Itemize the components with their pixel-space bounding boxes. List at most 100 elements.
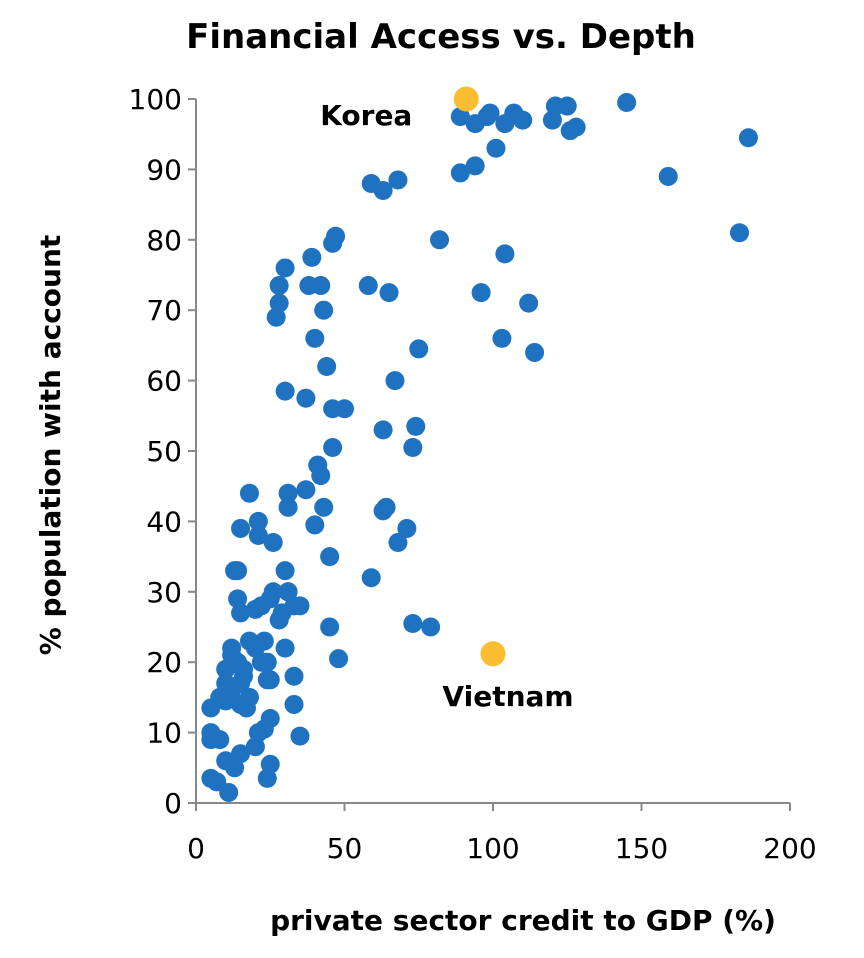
data-point [216, 673, 236, 693]
y-tick-label: 60 [146, 365, 182, 398]
x-tick-label: 50 [327, 832, 363, 865]
data-point [486, 138, 506, 158]
data-point [290, 596, 310, 616]
y-tick-label: 90 [146, 153, 182, 186]
data-point [323, 437, 343, 457]
data-points [201, 93, 758, 802]
y-tick-label: 10 [146, 717, 182, 750]
data-point [326, 226, 346, 246]
y-tick-label: 50 [146, 435, 182, 468]
data-point [320, 617, 340, 637]
data-point [317, 357, 337, 377]
data-point [302, 247, 322, 267]
y-tick-label: 20 [146, 646, 182, 679]
data-point [385, 371, 405, 391]
data-point [335, 399, 354, 419]
data-point [269, 276, 289, 296]
data-point [314, 300, 334, 320]
data-point [397, 518, 417, 538]
data-point [305, 515, 325, 535]
data-point [284, 694, 304, 714]
data-point [320, 547, 340, 567]
data-point [278, 483, 298, 503]
y-axis-label: % population with account [34, 235, 67, 656]
annotation-korea: Korea [320, 99, 412, 132]
highlighted-points [453, 86, 506, 667]
x-axis-label: private sector credit to GDP (%) [270, 904, 776, 937]
data-point [406, 416, 426, 436]
y-tick-label: 0 [164, 787, 182, 820]
data-point [228, 589, 248, 609]
data-point [239, 687, 259, 707]
data-point [373, 181, 393, 201]
data-point [373, 420, 393, 440]
ticks: 0 10 20 30 40 50 60 70 80 90 100 0 50 100 150 200 [129, 83, 817, 865]
data-point [738, 128, 758, 148]
data-point [430, 230, 450, 250]
data-point [263, 582, 283, 602]
chart-title: Financial Access vs. Depth [186, 17, 696, 57]
data-point [314, 497, 334, 517]
data-point [403, 613, 423, 633]
data-point [480, 103, 500, 123]
x-tick-label: 150 [615, 832, 668, 865]
y-tick-label: 80 [146, 224, 182, 257]
data-point [231, 744, 251, 764]
x-tick-label: 100 [466, 832, 519, 865]
data-point [566, 117, 586, 137]
data-point [263, 533, 283, 553]
data-point [228, 561, 248, 581]
data-point [525, 342, 545, 362]
data-point [492, 328, 512, 348]
data-point [409, 339, 429, 359]
data-point [450, 107, 470, 127]
data-point [210, 730, 230, 750]
data-point [658, 166, 678, 186]
data-point [254, 631, 274, 651]
data-point [248, 511, 268, 531]
data-point [275, 258, 295, 278]
annotation-vietnam: Vietnam [442, 680, 573, 713]
y-tick-label: 30 [146, 576, 182, 609]
data-point [358, 276, 378, 296]
data-point [245, 599, 265, 619]
data-point [388, 533, 408, 553]
highlight-point-korea [453, 86, 479, 112]
data-point [450, 163, 470, 183]
data-point [260, 754, 280, 774]
data-point [275, 638, 295, 658]
data-point [219, 782, 239, 802]
data-point [216, 751, 236, 771]
data-point [260, 709, 280, 729]
y-tick-label: 40 [146, 505, 182, 538]
x-tick-label: 200 [763, 832, 816, 865]
data-point [557, 96, 577, 116]
data-point [239, 483, 259, 503]
data-point [234, 659, 254, 679]
x-tick-label: 0 [187, 832, 205, 865]
data-point [269, 293, 289, 313]
data-point [379, 283, 399, 303]
y-tick-label: 70 [146, 294, 182, 327]
data-point [513, 110, 533, 130]
data-point [311, 276, 331, 296]
data-point [260, 670, 280, 690]
data-point [239, 631, 259, 651]
data-point [730, 223, 750, 243]
data-point [278, 497, 298, 517]
data-point [465, 156, 485, 176]
y-tick-label: 100 [129, 83, 182, 116]
data-point [329, 649, 349, 669]
data-point [231, 518, 251, 538]
data-point [275, 561, 295, 581]
data-point [278, 582, 298, 602]
data-point [296, 388, 316, 408]
data-point [403, 437, 423, 457]
data-point [296, 480, 316, 500]
data-point [257, 652, 277, 672]
data-point [421, 617, 441, 637]
data-point [222, 638, 242, 658]
data-point [361, 568, 381, 588]
annotations: Korea Vietnam [320, 99, 573, 713]
